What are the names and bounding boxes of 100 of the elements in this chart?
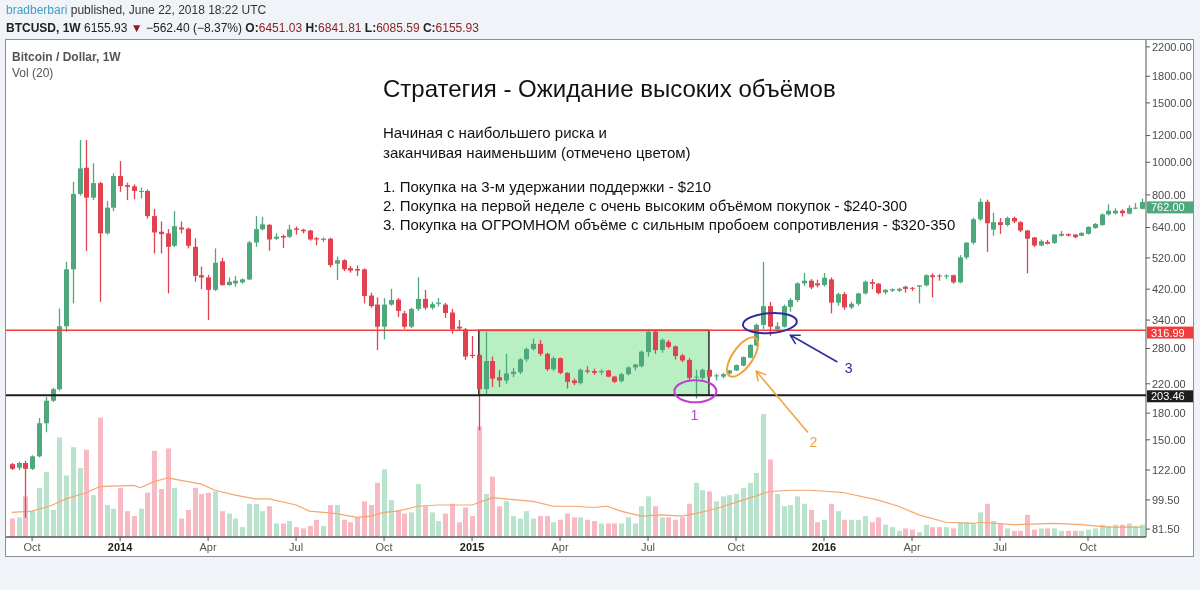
x-tick-label: Oct (375, 540, 393, 553)
candlestick (545, 352, 550, 372)
candlestick (653, 329, 658, 355)
bar (856, 519, 861, 537)
bar (673, 519, 678, 537)
annotation: 3. Покупка на ОГРОМНОМ объёме с сильным пробоем сопротивления - $320-350 (383, 215, 956, 235)
bar (551, 522, 556, 537)
x-tick-label: Apr (199, 540, 217, 553)
bar (511, 516, 516, 537)
bar (132, 516, 137, 537)
bar (890, 527, 895, 537)
bar (937, 527, 942, 537)
y-tick-label: 81.50 (1152, 522, 1180, 535)
bar (30, 511, 35, 537)
candlestick (166, 228, 171, 295)
x-tick-label: Apr (551, 540, 569, 553)
x-tick-label: Oct (1079, 540, 1097, 553)
candlestick (416, 276, 421, 312)
bar (118, 487, 123, 537)
bar (145, 492, 150, 537)
bar (985, 503, 990, 537)
bar (951, 528, 956, 537)
bar (335, 505, 340, 537)
bar (842, 519, 847, 537)
bar (680, 517, 685, 537)
y-tick-label: 800.00 (1152, 188, 1186, 201)
bar (626, 517, 631, 537)
bar (382, 469, 387, 537)
bar (470, 516, 475, 537)
bar (355, 517, 360, 537)
y-tick-label: 280.00 (1152, 342, 1186, 355)
y-tick-label: 1800.00 (1152, 70, 1192, 83)
candlestick (44, 396, 49, 433)
bar (281, 523, 286, 537)
annotation: 1 (690, 407, 699, 424)
candlestick (382, 297, 387, 341)
annotation: 2. Покупка на первой неделе с очень высоким объёмом покупок - $240-300 (383, 196, 908, 216)
y-tick-label: 420.00 (1152, 283, 1186, 296)
bar (504, 501, 509, 537)
bar (802, 503, 807, 537)
bar (714, 501, 719, 537)
candlestick (991, 211, 996, 237)
y-tick-label: 180.00 (1152, 407, 1186, 420)
bar (592, 521, 597, 537)
x-tick-label: 2015 (459, 540, 485, 553)
bar (944, 527, 949, 537)
bar (328, 505, 333, 537)
annotation: 1. Покупка на 3-м удержании поддержки - $210 (383, 177, 712, 197)
bar (10, 518, 15, 537)
bar (152, 450, 157, 537)
bar (822, 519, 827, 537)
candlestick (254, 215, 259, 248)
y-tick-label: 1000.00 (1152, 156, 1192, 169)
bar (179, 518, 184, 537)
x-tick-label: Jul (992, 540, 1008, 553)
bar (186, 509, 191, 537)
bar (240, 527, 245, 537)
candlestick (761, 261, 766, 330)
y-tick-label: 220.00 (1152, 377, 1186, 390)
bar (653, 506, 658, 537)
chart-title: Vol (20) (12, 65, 54, 81)
bar (274, 523, 279, 537)
y-tick-label: 640.00 (1152, 221, 1186, 234)
bar (761, 414, 766, 537)
bar (71, 447, 76, 537)
candlestick (152, 208, 157, 255)
candlestick (396, 297, 401, 318)
bar (863, 516, 868, 537)
bar (497, 506, 502, 537)
candlestick (971, 216, 976, 246)
candlestick (829, 276, 834, 315)
bar (166, 448, 171, 537)
bar (206, 492, 211, 537)
candlestick (409, 307, 414, 329)
bar (1025, 514, 1030, 537)
bar (1093, 528, 1098, 537)
bar (585, 519, 590, 537)
text: BTCUSD, 1W 6155.93 ▼ −562.40 (−8.37%) O:6451.03 H:6841.81 L:6085.59 C:6155.93 (6, 21, 479, 35)
bar (443, 513, 448, 537)
bar (159, 489, 164, 537)
text: Стратегия - Ожидание высоких объёмов (383, 73, 836, 104)
bar (389, 500, 394, 537)
bar (416, 484, 421, 537)
bar (409, 512, 414, 537)
bar (125, 511, 130, 537)
bar (741, 487, 746, 537)
bar (247, 503, 252, 537)
bar (423, 506, 428, 537)
candlestick (917, 284, 922, 305)
candlestick (470, 335, 475, 359)
candlestick (335, 255, 340, 281)
text: Начиная с наибольшего риска и заканчивая наименьшим (отмечено цветом) (383, 123, 691, 163)
annotation: Bitcoin / Dollar, 1W (12, 49, 121, 65)
candlestick (206, 274, 211, 321)
candlestick (768, 301, 773, 337)
candlestick (978, 197, 983, 222)
candlestick (423, 289, 428, 311)
bar (930, 527, 935, 537)
candlestick (795, 281, 800, 303)
y-tick-label: 150.00 (1152, 433, 1186, 446)
